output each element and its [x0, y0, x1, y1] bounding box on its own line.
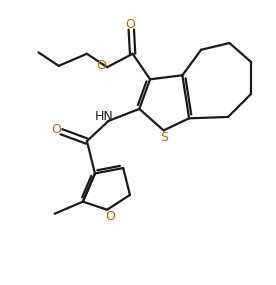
Text: HN: HN [95, 110, 114, 123]
Text: S: S [160, 131, 168, 144]
Text: O: O [96, 59, 106, 72]
Text: O: O [51, 123, 61, 136]
Text: O: O [105, 210, 115, 223]
Text: O: O [125, 18, 135, 31]
